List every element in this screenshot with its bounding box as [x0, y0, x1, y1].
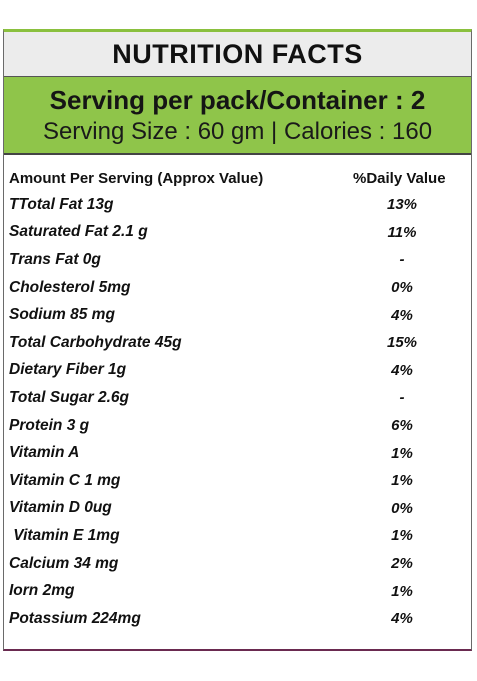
serving-info: Serving per pack/Container : 2 Serving S…	[4, 77, 471, 155]
nutrient-name: Vitamin D 0ug	[9, 499, 112, 517]
nutrient-name: Vitamin C 1 mg	[9, 471, 121, 489]
daily-value: 4%	[391, 610, 413, 628]
nutrient-name: Calcium 34 mg	[9, 554, 119, 572]
servings-per-container: Serving per pack/Container : 2	[49, 85, 426, 115]
nutrient-name: Protein 3 g	[9, 416, 90, 434]
nutrient-name: Dietary Fiber 1g	[9, 361, 127, 379]
daily-value: 4%	[391, 361, 413, 379]
table-header: Amount Per Serving (Approx Value) %Daily…	[4, 165, 471, 191]
daily-value: 2%	[391, 555, 413, 573]
table-row: Calcium 34 mg 2%	[4, 550, 471, 578]
table-row: Vitamin E 1mg 1%	[4, 522, 471, 550]
daily-value: 11%	[387, 223, 417, 241]
nutrient-name: Vitamin A	[9, 444, 80, 462]
table-row: Total Sugar 2.6g -	[4, 384, 471, 412]
table-row: Sodium 85 mg 4%	[4, 301, 471, 329]
table-row: Total Carbohydrate 45g 15%	[4, 329, 471, 357]
nutrient-name: Total Sugar 2.6g	[9, 388, 130, 406]
nutrient-name: Trans Fat 0g	[9, 250, 101, 268]
daily-value: 13%	[386, 196, 418, 214]
table-row: Saturated Fat 2.1 g 11%	[4, 219, 471, 247]
daily-value: 1%	[391, 527, 413, 545]
daily-value: 1%	[391, 472, 413, 490]
daily-value: 0%	[391, 279, 413, 297]
nutrient-name: Total Carbohydrate 45g	[9, 333, 182, 351]
daily-value: 6%	[391, 417, 413, 435]
nutrient-name: Iorn 2mg	[9, 582, 75, 600]
daily-value: 15%	[386, 334, 418, 352]
table-row: Protein 3 g 6%	[4, 412, 471, 440]
daily-value: -	[399, 251, 405, 269]
daily-value: 1%	[391, 582, 413, 600]
nutrient-name: Saturated Fat 2.1 g	[9, 223, 148, 241]
daily-value: -	[399, 389, 405, 407]
table-row: TTotal Fat 13g 13%	[4, 191, 471, 219]
table-row: Cholesterol 5mg 0%	[4, 274, 471, 302]
nutrient-name: Vitamin E 1mg	[9, 526, 120, 544]
nutrient-name: Cholesterol 5mg	[9, 278, 131, 296]
nutrient-table: Amount Per Serving (Approx Value) %Daily…	[4, 155, 471, 633]
table-row: Potassium 224mg 4%	[4, 605, 471, 633]
table-row: Trans Fat 0g -	[4, 246, 471, 274]
daily-value: 4%	[391, 306, 413, 324]
table-row: Vitamin C 1 mg 1%	[4, 467, 471, 495]
table-row: Vitamin D 0ug 0%	[4, 495, 471, 523]
daily-value: 0%	[391, 499, 413, 517]
header-daily-value: %Daily Value	[353, 169, 446, 187]
table-row: Iorn 2mg 1%	[4, 577, 471, 605]
nutrient-name: Potassium 224mg	[9, 609, 141, 627]
daily-value: 1%	[391, 444, 413, 462]
label-title: NUTRITION FACTS	[4, 32, 471, 77]
nutrient-name: Sodium 85 mg	[9, 306, 115, 324]
header-amount: Amount Per Serving (Approx Value)	[9, 169, 264, 187]
nutrition-label: NUTRITION FACTS Serving per pack/Contain…	[3, 29, 472, 651]
table-row: Dietary Fiber 1g 4%	[4, 357, 471, 385]
table-row: Vitamin A 1%	[4, 439, 471, 467]
nutrient-name: TTotal Fat 13g	[9, 195, 114, 213]
serving-size-calories: Serving Size : 60 gm | Calories : 160	[42, 118, 433, 145]
